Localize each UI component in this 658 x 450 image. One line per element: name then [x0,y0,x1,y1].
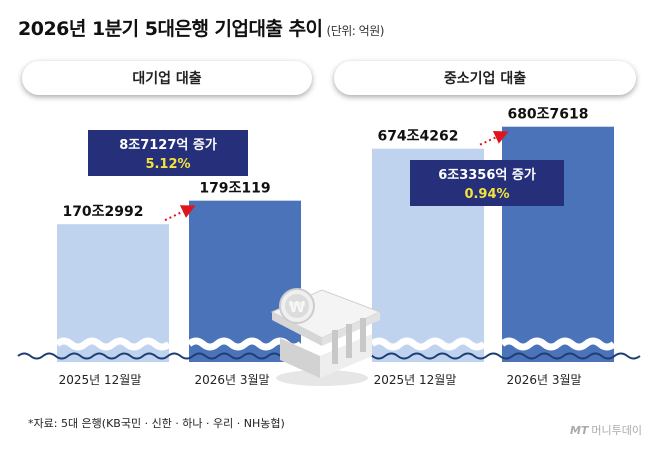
data-label: 674조4262 [377,129,458,145]
brand-mark: MT [569,424,589,437]
axis-break-wave [54,337,172,351]
change-amount-label: 6조3356억 증가 [438,168,536,183]
x-tick-label: 2025년 12월말 [373,373,457,387]
data-label: 170조2992 [62,204,143,220]
x-tick-label: 2026년 3월말 [506,373,582,387]
source-footnote: *자료: 5대 은행(KB국민 · 신한 · 하나 · 우리 · NH농협) [28,417,285,430]
data-label: 680조7618 [507,107,588,123]
panel-title-large-corp: 대기업 대출 [22,61,312,95]
title-text: 2026년 1분기 5대은행 기업대출 추이 [18,18,323,40]
x-tick-label: 2026년 3월말 [194,373,270,387]
unit-label: (단위: 억원) [326,24,385,38]
growth-arrow [164,205,196,222]
change-percent-label: 0.94% [464,187,509,202]
data-label: 179조119 [199,181,270,197]
page-title: 2026년 1분기 5대은행 기업대출 추이 (단위: 억원) [18,14,384,41]
x-tick-label: 2025년 12월말 [58,373,142,387]
svg-text:₩: ₩ [289,298,306,316]
baseline-wave [333,352,641,360]
brand-logo: MT 머니투데이 [570,422,642,438]
change-callout [410,160,564,206]
panel-title-sme: 중소기업 대출 [334,61,636,95]
change-percent-label: 5.12% [145,157,190,172]
bar [189,200,301,362]
baseline-wave [17,352,319,360]
axis-break-wave [369,337,487,351]
axis-break-wave [499,337,617,351]
bank-building-icon: ₩ [270,288,382,386]
brand-name: 머니투데이 [591,424,642,437]
change-amount-label: 8조7127억 증가 [119,138,217,153]
change-callout [88,130,248,176]
